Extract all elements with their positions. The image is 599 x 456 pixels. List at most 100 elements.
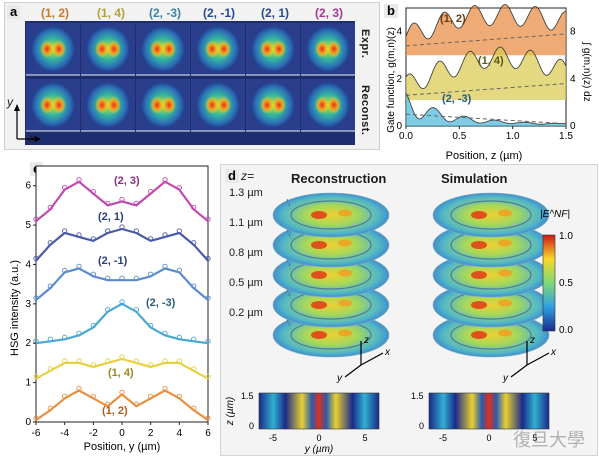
hsg-point — [76, 232, 82, 238]
colorbar-tick-mid: 0.5 — [559, 278, 573, 289]
slice-hotspot — [311, 241, 327, 249]
col-header-4: (2, -1) — [202, 6, 235, 20]
row-tag-reconst: Reconst. — [359, 85, 371, 136]
z-level-4: 0.5 µm — [229, 277, 263, 289]
z-level-1: 1.3 µm — [229, 187, 263, 199]
title-reconstruction: Reconstruction — [291, 171, 387, 186]
hotspot — [107, 96, 121, 114]
hsg-point — [90, 322, 96, 329]
panel-d: d z= Reconstruction Simulation 1.3 µm 1.… — [220, 164, 598, 456]
hsg-point — [90, 362, 96, 368]
integral-line-0 — [405, 33, 567, 47]
curve-label: (2, -1) — [98, 255, 128, 267]
gate-line-0 — [405, 4, 567, 40]
z-level-5: 0.2 µm — [229, 307, 263, 319]
curve-label: (1, 2) — [440, 13, 466, 25]
ytick-left-label: 4 — [396, 27, 402, 38]
bottom-xtick-r3: 5 — [532, 433, 537, 443]
hsg-point — [105, 401, 111, 407]
hsg-point — [176, 267, 182, 274]
bottom-ytick-top-left: 1.5 — [241, 391, 254, 401]
slice-hotspot — [338, 299, 352, 307]
bottom-xtick-r1: -5 — [439, 433, 447, 443]
col-header-2: (1, 4) — [96, 6, 125, 20]
col-header-5: (2, 1) — [260, 6, 289, 20]
hsg-point — [47, 336, 53, 342]
hsg-point — [90, 236, 96, 242]
triad-y-right: y — [502, 373, 509, 384]
hsg-point — [133, 401, 139, 407]
hsg-point — [162, 177, 168, 183]
xtick-label: 6 — [205, 428, 211, 439]
slice-hotspot — [338, 329, 352, 337]
col-header-1: (1, 2) — [40, 6, 69, 20]
hotspot — [327, 96, 341, 114]
hotspot — [52, 96, 66, 114]
panel-a-label: a — [7, 5, 21, 19]
z-level-2: 1.1 µm — [229, 217, 263, 229]
axis-triad-left — [344, 341, 384, 378]
hsg-point — [148, 236, 154, 242]
z-leader-line — [286, 318, 292, 330]
hsg-point — [105, 358, 111, 364]
ytick-label: 6 — [25, 181, 31, 192]
slice-hotspot — [471, 211, 487, 219]
slice-hotspot — [498, 269, 512, 277]
slice-hotspot — [311, 211, 327, 219]
triad-x-right: x — [550, 347, 557, 358]
hsg-point — [191, 405, 197, 411]
curve-label: (2, -3) — [442, 93, 472, 105]
hsg-point — [191, 240, 197, 246]
triad-z-right: z — [529, 335, 535, 346]
xtick-label: 0.5 — [452, 131, 466, 142]
hsg-point — [33, 255, 39, 262]
hsg-point — [162, 263, 168, 270]
hsg-point — [119, 224, 125, 230]
hotspot — [272, 96, 286, 114]
ytick-left-label: 0 — [396, 121, 402, 132]
bottom-xtick-l3: 5 — [362, 433, 367, 443]
hsg-point — [133, 228, 139, 234]
hsg-point — [133, 275, 139, 281]
axis-y-label: y — [7, 95, 13, 109]
hsg-point — [76, 177, 82, 183]
hotspot — [40, 96, 54, 114]
bottom-ytick-bot-left: 0 — [249, 421, 254, 431]
ytick-label: 5 — [25, 220, 31, 231]
ytick-right-label: 4 — [570, 74, 576, 85]
hsg-point — [76, 263, 82, 270]
slice-hotspot — [498, 329, 512, 337]
col-header-3: (2, -3) — [148, 6, 181, 20]
hsg-point — [205, 255, 211, 262]
panel-c: c HSG intensity (a.u.) Position, y (µm) … — [4, 160, 216, 454]
hsg-point — [33, 374, 39, 380]
hotspot — [217, 40, 231, 58]
gate-function-chart: Gate function, g(m,n)(z) ∫ g(m,n)(z) dz … — [386, 4, 592, 162]
hsg-point — [148, 188, 154, 195]
ylabel: HSG intensity (a.u.) — [9, 260, 21, 356]
ytick-label: 1 — [25, 378, 31, 389]
hsg-point — [162, 358, 168, 364]
hsg-point — [33, 415, 39, 421]
slice-hotspot — [498, 209, 512, 217]
xtick-label: -4 — [60, 428, 69, 439]
slice-hotspot — [471, 331, 487, 339]
hsg-point — [62, 267, 68, 274]
ylabel-left: Gate function, g(m,n)(z) — [386, 27, 397, 133]
colorbar-label: |E^NF| — [540, 209, 570, 220]
slice-hotspot — [338, 239, 352, 247]
panel-a-image-grid — [25, 21, 355, 145]
hotspot — [162, 40, 176, 58]
xtick-label: 0 — [119, 428, 125, 439]
slice-hotspot — [311, 301, 327, 309]
hotspot — [107, 40, 121, 58]
hsg-point — [119, 299, 125, 305]
slice-ring — [290, 200, 372, 230]
hsg-point — [148, 322, 154, 329]
curve-label: (2, 3) — [114, 175, 140, 187]
hsg-point — [105, 307, 111, 313]
hsg-point — [162, 330, 168, 337]
slice-hotspot — [471, 301, 487, 309]
hsg-point — [76, 358, 82, 364]
hsg-point — [119, 196, 125, 203]
